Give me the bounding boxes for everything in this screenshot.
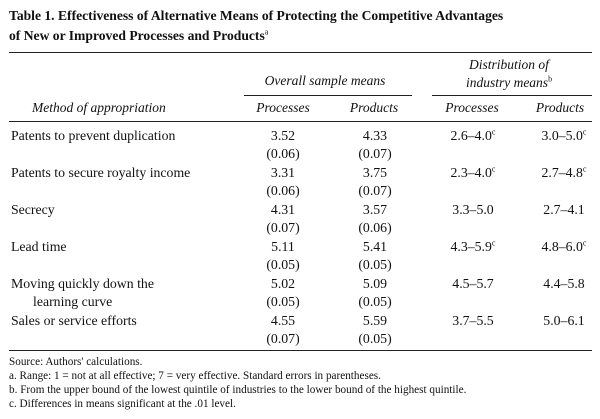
products-distribution-range: 2.7–4.8c xyxy=(519,164,600,182)
top-rule xyxy=(9,52,592,53)
products-standard-error: (0.07) xyxy=(358,146,392,161)
header-method: Method of appropriation xyxy=(32,100,166,115)
products-distribution-text: 4.4–5.8 xyxy=(543,276,585,291)
row-method-label: Lead time xyxy=(11,239,67,254)
products-standard-error: (0.06) xyxy=(358,220,392,235)
products-distribution-text: 2.7–4.1 xyxy=(543,202,585,217)
processes-mean-value: 5.02 xyxy=(270,276,296,291)
processes-distribution-range: 4.5–5.7 xyxy=(428,275,518,293)
processes-distribution-range: 3.7–5.5 xyxy=(428,312,518,330)
products-mean-value: 5.41 xyxy=(362,239,388,254)
products-standard-error: (0.05) xyxy=(358,331,392,346)
products-distribution-range: 2.7–4.1 xyxy=(519,201,600,219)
processes-mean-value: 3.31 xyxy=(270,165,296,180)
processes-distribution-text: 4.3–5.9 xyxy=(450,239,492,254)
note-source: Source: Authors' calculations. xyxy=(9,356,143,368)
products-distribution-text: 2.7–4.8 xyxy=(541,165,583,180)
processes-standard-error: (0.05) xyxy=(266,257,300,272)
products-distribution-range: 4.8–6.0c xyxy=(519,238,600,256)
processes-distribution-range: 4.3–5.9c xyxy=(428,238,518,256)
processes-mean-value: 3.52 xyxy=(270,128,296,143)
processes-standard-error: (0.07) xyxy=(266,220,300,235)
header-group-distribution-line2: industry meansb xyxy=(425,74,593,92)
bottom-rule xyxy=(9,350,592,351)
products-mean-value: 3.75 xyxy=(362,165,388,180)
processes-mean-value: 4.55 xyxy=(270,313,296,328)
products-mean-value: 5.09 xyxy=(362,276,388,291)
processes-distribution-text: 2.6–4.0 xyxy=(450,128,492,143)
products-distribution-range: 4.4–5.8 xyxy=(519,275,600,293)
note-c: c. Differences in means significant at t… xyxy=(9,398,236,410)
header-col-products-distribution: Products xyxy=(535,100,585,115)
processes-mean-value: 5.11 xyxy=(271,239,295,254)
products-mean-value: 4.33 xyxy=(362,128,388,143)
processes-standard-error: (0.06) xyxy=(266,146,300,161)
header-group-overall-sample: Overall sample means xyxy=(264,73,386,88)
products-distribution-footnote-mark: c xyxy=(582,164,587,174)
header-group-distribution-underline xyxy=(432,95,592,96)
row-method-label: Secrecy xyxy=(11,202,55,217)
products-standard-error: (0.05) xyxy=(358,257,392,272)
processes-distribution-footnote-mark: c xyxy=(491,127,496,137)
header-group-distribution: Distribution of industry meansb xyxy=(425,56,593,92)
products-standard-error: (0.07) xyxy=(358,183,392,198)
processes-distribution-text: 2.3–4.0 xyxy=(450,165,492,180)
products-mean-value: 3.57 xyxy=(362,202,388,217)
processes-distribution-footnote-mark: c xyxy=(491,238,496,248)
note-b: b. From the upper bound of the lowest qu… xyxy=(9,384,467,396)
table-title-line2-text: of New or Improved Processes and Product… xyxy=(9,28,265,43)
products-standard-error: (0.05) xyxy=(358,294,392,309)
row-method-label: Sales or service efforts xyxy=(11,313,137,328)
processes-distribution-text: 3.7–5.5 xyxy=(452,313,494,328)
processes-standard-error: (0.07) xyxy=(266,331,300,346)
products-distribution-text: 3.0–5.0 xyxy=(541,128,583,143)
products-distribution-text: 5.0–6.1 xyxy=(543,313,585,328)
processes-standard-error: (0.05) xyxy=(266,294,300,309)
table-title-line1: Table 1. Effectiveness of Alternative Me… xyxy=(9,8,504,23)
processes-distribution-range: 3.3–5.0 xyxy=(428,201,518,219)
processes-distribution-text: 3.3–5.0 xyxy=(452,202,494,217)
table-title-line2: of New or Improved Processes and Product… xyxy=(9,26,594,46)
products-distribution-range: 5.0–6.1 xyxy=(519,312,600,330)
products-distribution-text: 4.8–6.0 xyxy=(541,239,583,254)
processes-distribution-text: 4.5–5.7 xyxy=(452,276,494,291)
header-distribution-footnote-mark: b xyxy=(548,74,553,84)
table-title-footnote-mark: a xyxy=(264,27,269,37)
products-distribution-range: 3.0–5.0c xyxy=(519,127,600,145)
header-rule xyxy=(9,121,592,122)
header-group-distribution-line1: Distribution of xyxy=(469,57,549,72)
row-method-label: Moving quickly down the xyxy=(11,276,154,291)
header-col-products-mean: Products xyxy=(349,100,399,115)
products-distribution-footnote-mark: c xyxy=(582,238,587,248)
header-group-distribution-line2-text: industry means xyxy=(465,75,549,90)
header-col-processes-distribution: Processes xyxy=(445,100,499,115)
row-method-label: Patents to secure royalty income xyxy=(11,165,191,180)
table-title: Table 1. Effectiveness of Alternative Me… xyxy=(9,6,594,46)
row-method-label: learning curve xyxy=(33,294,113,309)
processes-distribution-footnote-mark: c xyxy=(491,164,496,174)
header-col-processes-mean: Processes xyxy=(256,100,310,115)
processes-mean-value: 4.31 xyxy=(270,202,296,217)
row-method-label: Patents to prevent duplication xyxy=(11,128,176,143)
products-mean-value: 5.59 xyxy=(362,313,388,328)
note-a: a. Range: 1 = not at all effective; 7 = … xyxy=(9,370,381,382)
processes-distribution-range: 2.3–4.0c xyxy=(428,164,518,182)
products-distribution-footnote-mark: c xyxy=(582,127,587,137)
header-group-overall-underline xyxy=(244,95,412,96)
processes-standard-error: (0.06) xyxy=(266,183,300,198)
processes-distribution-range: 2.6–4.0c xyxy=(428,127,518,145)
